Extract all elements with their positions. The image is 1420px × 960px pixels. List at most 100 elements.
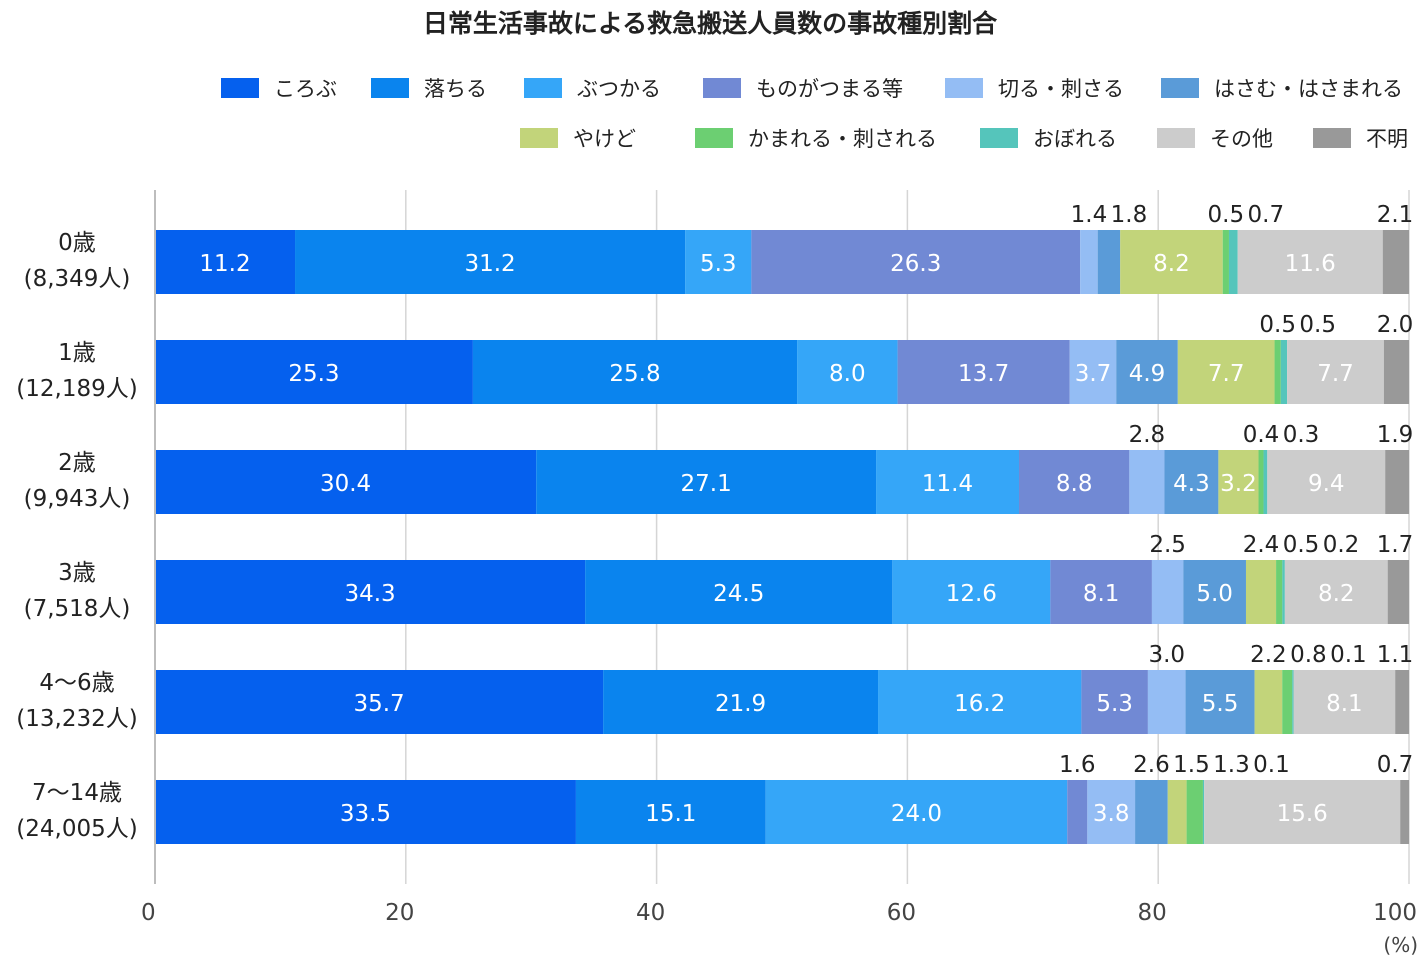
category-label: 4〜6歳 (39, 670, 114, 696)
category-label: 1歳 (58, 340, 96, 366)
bar-segment (892, 560, 1051, 624)
bar-value-label: 0.1 (1330, 642, 1367, 668)
bar-segment (1228, 230, 1238, 294)
bar-value-label: 2.2 (1250, 642, 1287, 668)
bar-value-label: 12.6 (946, 581, 997, 607)
category-count: (9,943人) (24, 486, 131, 512)
bar-value-label: 1.8 (1111, 202, 1148, 228)
bar-value-label: 1.7 (1377, 532, 1414, 558)
bar-segment (1385, 450, 1409, 514)
legend-label: はさむ・はさまれる (1214, 77, 1403, 101)
bar-segment (603, 670, 879, 734)
legend-label: かまれる・刺される (748, 127, 937, 151)
category-count: (12,189人) (16, 376, 137, 402)
bar-value-label: 30.4 (320, 471, 371, 497)
bar-value-label: 35.7 (353, 691, 404, 717)
bar-segment (1263, 450, 1268, 514)
bar-segment (1080, 230, 1098, 294)
x-tick-label: 20 (385, 900, 414, 926)
bar-segment (1050, 560, 1152, 624)
bar-segment (1282, 670, 1293, 734)
bar-value-label: 25.8 (609, 361, 660, 387)
label-layer: 11.2 31.2 5.3 26.3 8.2 11.61.4 1.8 0.5 0.7 2.125.… (199, 202, 1413, 827)
category-count: (7,518人) (24, 596, 131, 622)
bar-value-label: 33.5 (340, 801, 391, 827)
bar-segment (1382, 230, 1409, 294)
bar-segment (797, 340, 898, 404)
bar-value-label: 25.3 (288, 361, 339, 387)
bar-segment (1218, 450, 1259, 514)
bar-layer (155, 230, 1409, 844)
grid-layer (154, 190, 1410, 884)
bar-segment (1183, 560, 1246, 624)
bar-value-label: 24.0 (891, 801, 942, 827)
x-tick-label: 100 (1373, 900, 1417, 926)
x-tick-label: 80 (1138, 900, 1167, 926)
bar-segment (536, 450, 877, 514)
bar-value-label: 0.4 (1243, 422, 1280, 448)
bar-segment (1135, 780, 1168, 844)
bar-value-label: 26.3 (890, 251, 941, 277)
bar-value-label: 2.1 (1377, 202, 1414, 228)
bar-segment (1383, 340, 1409, 404)
bar-segment (155, 670, 604, 734)
bar-value-label: 2.4 (1243, 532, 1280, 558)
bar-segment (1282, 560, 1285, 624)
x-unit-label: (%) (1383, 933, 1418, 957)
bar-value-label: 0.5 (1283, 532, 1320, 558)
bar-value-label: 4.9 (1129, 361, 1166, 387)
bar-segment (472, 340, 798, 404)
bar-value-label: 1.3 (1213, 752, 1250, 778)
bar-segment (585, 560, 893, 624)
legend-swatch (524, 78, 562, 98)
bar-segment (1274, 340, 1281, 404)
bar-value-label: 1.4 (1071, 202, 1108, 228)
legend-swatch (1313, 128, 1351, 148)
bar-segment (897, 340, 1070, 404)
bar-value-label: 7.7 (1208, 361, 1245, 387)
bar-value-label: 1.9 (1377, 422, 1414, 448)
bar-value-label: 8.0 (829, 361, 866, 387)
bar-value-label: 2.6 (1133, 752, 1170, 778)
bar-value-label: 16.2 (954, 691, 1005, 717)
bar-value-label: 0.7 (1248, 202, 1285, 228)
category-label: 3歳 (58, 560, 96, 586)
legend-label: その他 (1210, 127, 1273, 151)
bar-value-label: 0.3 (1283, 422, 1320, 448)
bar-segment (1287, 340, 1384, 404)
bar-segment (1254, 670, 1283, 734)
bar-segment (1120, 230, 1223, 294)
legend-label: 不明 (1366, 127, 1408, 151)
bar-value-label: 0.1 (1253, 752, 1290, 778)
bar-value-label: 11.2 (199, 251, 250, 277)
bar-value-label: 34.3 (344, 581, 395, 607)
bar-value-label: 11.6 (1285, 251, 1336, 277)
bar-segment (1087, 780, 1136, 844)
x-tick-label: 60 (887, 900, 916, 926)
bar-value-label: 7.7 (1317, 361, 1354, 387)
bar-segment (155, 230, 296, 294)
bar-value-label: 27.1 (681, 471, 732, 497)
category-labels: 0歳 (8,349人) 1歳 (12,189人) 2歳 (9,943人) 3歳 (7,518人… (16, 230, 137, 842)
bar-value-label: 1.5 (1173, 752, 1210, 778)
bar-segment (1204, 780, 1401, 844)
bar-segment (1116, 340, 1178, 404)
chart-title: 日常生活事故による救急搬送人員数の事故種別割合 (422, 9, 998, 38)
legend-label: ものがつまる等 (756, 77, 903, 101)
bar-value-label: 5.3 (700, 251, 737, 277)
bar-segment (1147, 670, 1186, 734)
bar-value-label: 11.4 (922, 471, 973, 497)
legend-swatch (1161, 78, 1199, 98)
bar-segment (1284, 560, 1388, 624)
bar-value-label: 15.1 (645, 801, 696, 827)
legend-swatch (221, 78, 259, 98)
legend-swatch (703, 78, 741, 98)
bar-value-label: 1.6 (1059, 752, 1096, 778)
axis-layer: 0 20 40 60 80 100 (%) (141, 190, 1418, 957)
bar-value-label: 2.0 (1377, 312, 1414, 338)
legend-label: おぼれる (1033, 127, 1117, 151)
legend-swatch (980, 128, 1018, 148)
bar-segment (1129, 450, 1165, 514)
x-tick-label: 0 (141, 900, 156, 926)
